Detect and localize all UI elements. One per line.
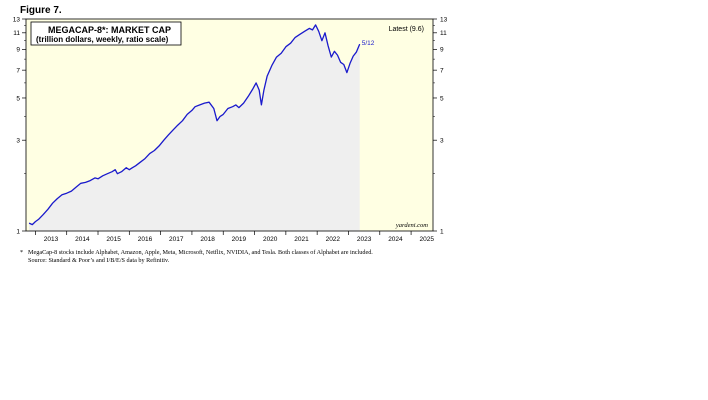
source-label: yardeni.com [395,222,428,229]
y-tick-label-right: 13 [440,16,448,23]
x-tick-label: 2025 [420,236,435,243]
footnote-line-1: * MegaCap-8 stocks include Alphabet, Amaz… [20,249,660,257]
x-tick-label: 2018 [200,236,215,243]
latest-label: Latest (9.6) [389,26,424,33]
y-tick-label-right: 5 [440,95,444,102]
y-tick-label-right: 7 [440,67,444,74]
y-tick-label-right: 3 [440,137,444,144]
y-tick-label-left: 13 [13,16,21,23]
title-box: MEGACAP-8*: MARKET CAP (trillion dollars… [30,21,182,46]
x-tick-label: 2024 [388,236,403,243]
y-tick-label-left: 7 [16,67,20,74]
figure-label: Figure 7. [20,5,62,16]
y-tick-label-right: 1 [440,228,444,235]
chart-subtitle: (trillion dollars, weekly, ratio scale) [36,35,169,44]
x-tick-label: 2014 [75,236,90,243]
end-date-label: 5/12 [362,40,375,47]
y-tick-label-right: 11 [440,30,447,37]
plot-frame [25,18,434,232]
title-box-frame [30,21,182,46]
x-tick-label: 2023 [357,236,372,243]
x-tick-label: 2017 [169,236,184,243]
x-tick-label: 2020 [263,236,278,243]
footnote-text-1: MegaCap-8 stocks include Alphabet, Amazo… [28,249,373,256]
footnote-line-2: Source: Standard & Poor’s and I/B/E/S da… [20,257,660,265]
footnote-star: * [20,249,24,256]
y-tick-label-left: 11 [13,30,20,37]
y-tick-label-right: 9 [440,47,444,54]
x-tick-label: 2019 [232,236,247,243]
series-area-fill [29,24,360,232]
y-tick-label-left: 9 [16,47,20,54]
y-tick-label-left: 5 [16,95,20,102]
footnote: * MegaCap-8 stocks include Alphabet, Amaz… [20,249,660,264]
series-line [28,24,361,226]
x-tick-label: 2016 [138,236,153,243]
x-tick-label: 2021 [294,236,309,243]
x-tick-label: 2015 [106,236,121,243]
chart-title: MEGACAP-8*: MARKET CAP [48,25,171,35]
series-layer [28,24,361,232]
y-tick-label-left: 1 [16,228,20,235]
footnote-text-2: Source: Standard & Poor’s and I/B/E/S da… [28,256,170,264]
x-tick-label: 2022 [326,236,341,243]
y-tick-label-left: 3 [16,137,20,144]
x-tick-label: 2013 [44,236,59,243]
